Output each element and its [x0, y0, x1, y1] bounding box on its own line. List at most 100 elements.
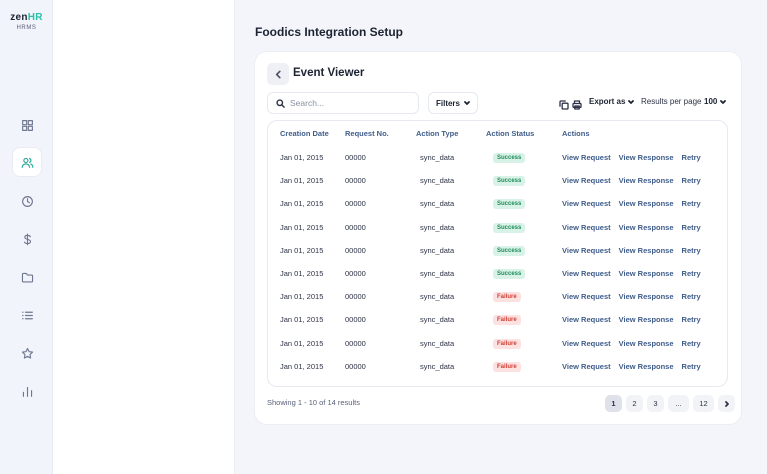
rail-users-button[interactable] — [13, 148, 41, 176]
view-response-link[interactable]: View Response — [618, 176, 674, 186]
actions-cell: View Request View Response Retry — [562, 332, 727, 355]
action-status-cell: Failure — [486, 332, 562, 355]
action-status-cell: Success — [486, 216, 562, 239]
secondary-panel — [53, 0, 235, 474]
results-per-page-select[interactable]: 100 — [704, 97, 727, 106]
export-label: Export as — [589, 97, 626, 106]
page-12-button[interactable]: 12 — [693, 395, 714, 412]
view-response-link[interactable]: View Response — [618, 292, 674, 302]
view-request-link[interactable]: View Request — [562, 176, 611, 186]
rail-list-button[interactable] — [13, 301, 41, 329]
request-no-cell: 00000 — [345, 361, 366, 371]
action-status-cell: Failure — [486, 308, 562, 331]
creation-date-cell: Jan 01, 2015 — [280, 292, 324, 302]
action-type-cell: sync_data — [420, 361, 455, 371]
view-response-link[interactable]: View Response — [618, 153, 674, 163]
rail-reports-button[interactable] — [13, 377, 41, 405]
retry-link[interactable]: Retry — [681, 153, 701, 163]
view-response-link[interactable]: View Response — [618, 361, 674, 371]
creation-date-cell: Jan 01, 2015 — [280, 315, 324, 325]
retry-link[interactable]: Retry — [681, 176, 701, 186]
page-ellipsis: ... — [668, 395, 689, 412]
view-request-link[interactable]: View Request — [562, 222, 611, 232]
page-3-button[interactable]: 3 — [647, 395, 664, 412]
logo-subtitle: HRMS — [16, 25, 37, 31]
column-header-creation-date[interactable]: Creation Date — [280, 129, 329, 138]
view-response-link[interactable]: View Response — [618, 199, 674, 209]
search-input[interactable] — [290, 98, 415, 108]
rail-folder-button[interactable] — [13, 263, 41, 291]
action-type-cell: sync_data — [420, 176, 455, 186]
main-content: Foodics Integration Setup Event Viewer F… — [235, 0, 767, 474]
retry-link[interactable]: Retry — [681, 199, 701, 209]
event-viewer-card: Event Viewer Filters Export as Results p… — [255, 52, 741, 424]
dollar-icon — [23, 233, 31, 245]
actions-cell: View Request View Response Retry — [562, 355, 727, 378]
print-button[interactable] — [572, 97, 582, 110]
column-header-action-type[interactable]: Action Type — [416, 129, 459, 138]
view-request-link[interactable]: View Request — [562, 245, 611, 255]
view-response-link[interactable]: View Response — [618, 315, 674, 325]
pagination: 1 2 3 ... 12 — [605, 395, 735, 412]
action-type-cell: sync_data — [420, 245, 455, 255]
rail-clock-button[interactable] — [13, 187, 41, 215]
request-no-cell: 00000 — [345, 292, 366, 302]
status-badge: Failure — [493, 315, 521, 326]
retry-link[interactable]: Retry — [681, 292, 701, 302]
status-badge: Success — [493, 176, 526, 187]
next-page-button[interactable] — [718, 395, 735, 412]
view-request-link[interactable]: View Request — [562, 269, 611, 279]
retry-link[interactable]: Retry — [681, 338, 701, 348]
action-type-cell: sync_data — [420, 199, 455, 209]
copy-icon — [559, 100, 569, 110]
search-box[interactable] — [267, 92, 419, 114]
table-row: Jan 01, 2015 00000 sync_data Failure View Re… — [268, 308, 727, 331]
rail-payroll-button[interactable] — [13, 225, 41, 253]
column-header-action-status[interactable]: Action Status — [486, 129, 535, 138]
rail-dashboard-button[interactable] — [13, 111, 41, 139]
users-icon — [21, 157, 33, 168]
actions-cell: View Request View Response Retry — [562, 262, 727, 285]
action-status-cell: Failure — [486, 285, 562, 308]
actions-cell: View Request View Response Retry — [562, 239, 727, 262]
view-response-link[interactable]: View Response — [618, 222, 674, 232]
filters-button[interactable]: Filters — [428, 92, 478, 114]
view-request-link[interactable]: View Request — [562, 338, 611, 348]
back-button[interactable] — [267, 63, 289, 85]
action-type-cell: sync_data — [420, 315, 455, 325]
actions-cell: View Request View Response Retry — [562, 216, 727, 239]
logo-main: zen — [10, 12, 28, 23]
logo-accent: HR — [27, 12, 43, 23]
view-response-link[interactable]: View Response — [618, 338, 674, 348]
chevron-left-icon — [275, 70, 281, 78]
view-request-link[interactable]: View Request — [562, 153, 611, 163]
action-type-cell: sync_data — [420, 222, 455, 232]
retry-link[interactable]: Retry — [681, 245, 701, 255]
view-response-link[interactable]: View Response — [618, 269, 674, 279]
retry-link[interactable]: Retry — [681, 361, 701, 371]
action-status-cell: Failure — [486, 355, 562, 378]
view-request-link[interactable]: View Request — [562, 361, 611, 371]
actions-cell: View Request View Response Retry — [562, 192, 727, 215]
print-icon — [572, 100, 582, 110]
retry-link[interactable]: Retry — [681, 315, 701, 325]
retry-link[interactable]: Retry — [681, 269, 701, 279]
page-2-button[interactable]: 2 — [626, 395, 643, 412]
page-1-button[interactable]: 1 — [605, 395, 622, 412]
table-row: Jan 01, 2015 00000 sync_data Failure View Re… — [268, 285, 727, 308]
results-summary: Showing 1 - 10 of 14 results — [267, 398, 360, 407]
view-request-link[interactable]: View Request — [562, 315, 611, 325]
view-response-link[interactable]: View Response — [618, 245, 674, 255]
export-dropdown[interactable]: Export as — [589, 97, 635, 106]
creation-date-cell: Jan 01, 2015 — [280, 361, 324, 371]
chevron-down-icon — [720, 99, 727, 104]
request-no-cell: 00000 — [345, 153, 366, 163]
view-request-link[interactable]: View Request — [562, 199, 611, 209]
rail-favorites-button[interactable] — [13, 339, 41, 367]
view-request-link[interactable]: View Request — [562, 292, 611, 302]
events-table: Creation Date Request No. Action Type Ac… — [267, 120, 728, 387]
column-header-request-no[interactable]: Request No. — [345, 129, 389, 138]
copy-button[interactable] — [559, 97, 569, 110]
retry-link[interactable]: Retry — [681, 222, 701, 232]
action-type-cell: sync_data — [420, 269, 455, 279]
